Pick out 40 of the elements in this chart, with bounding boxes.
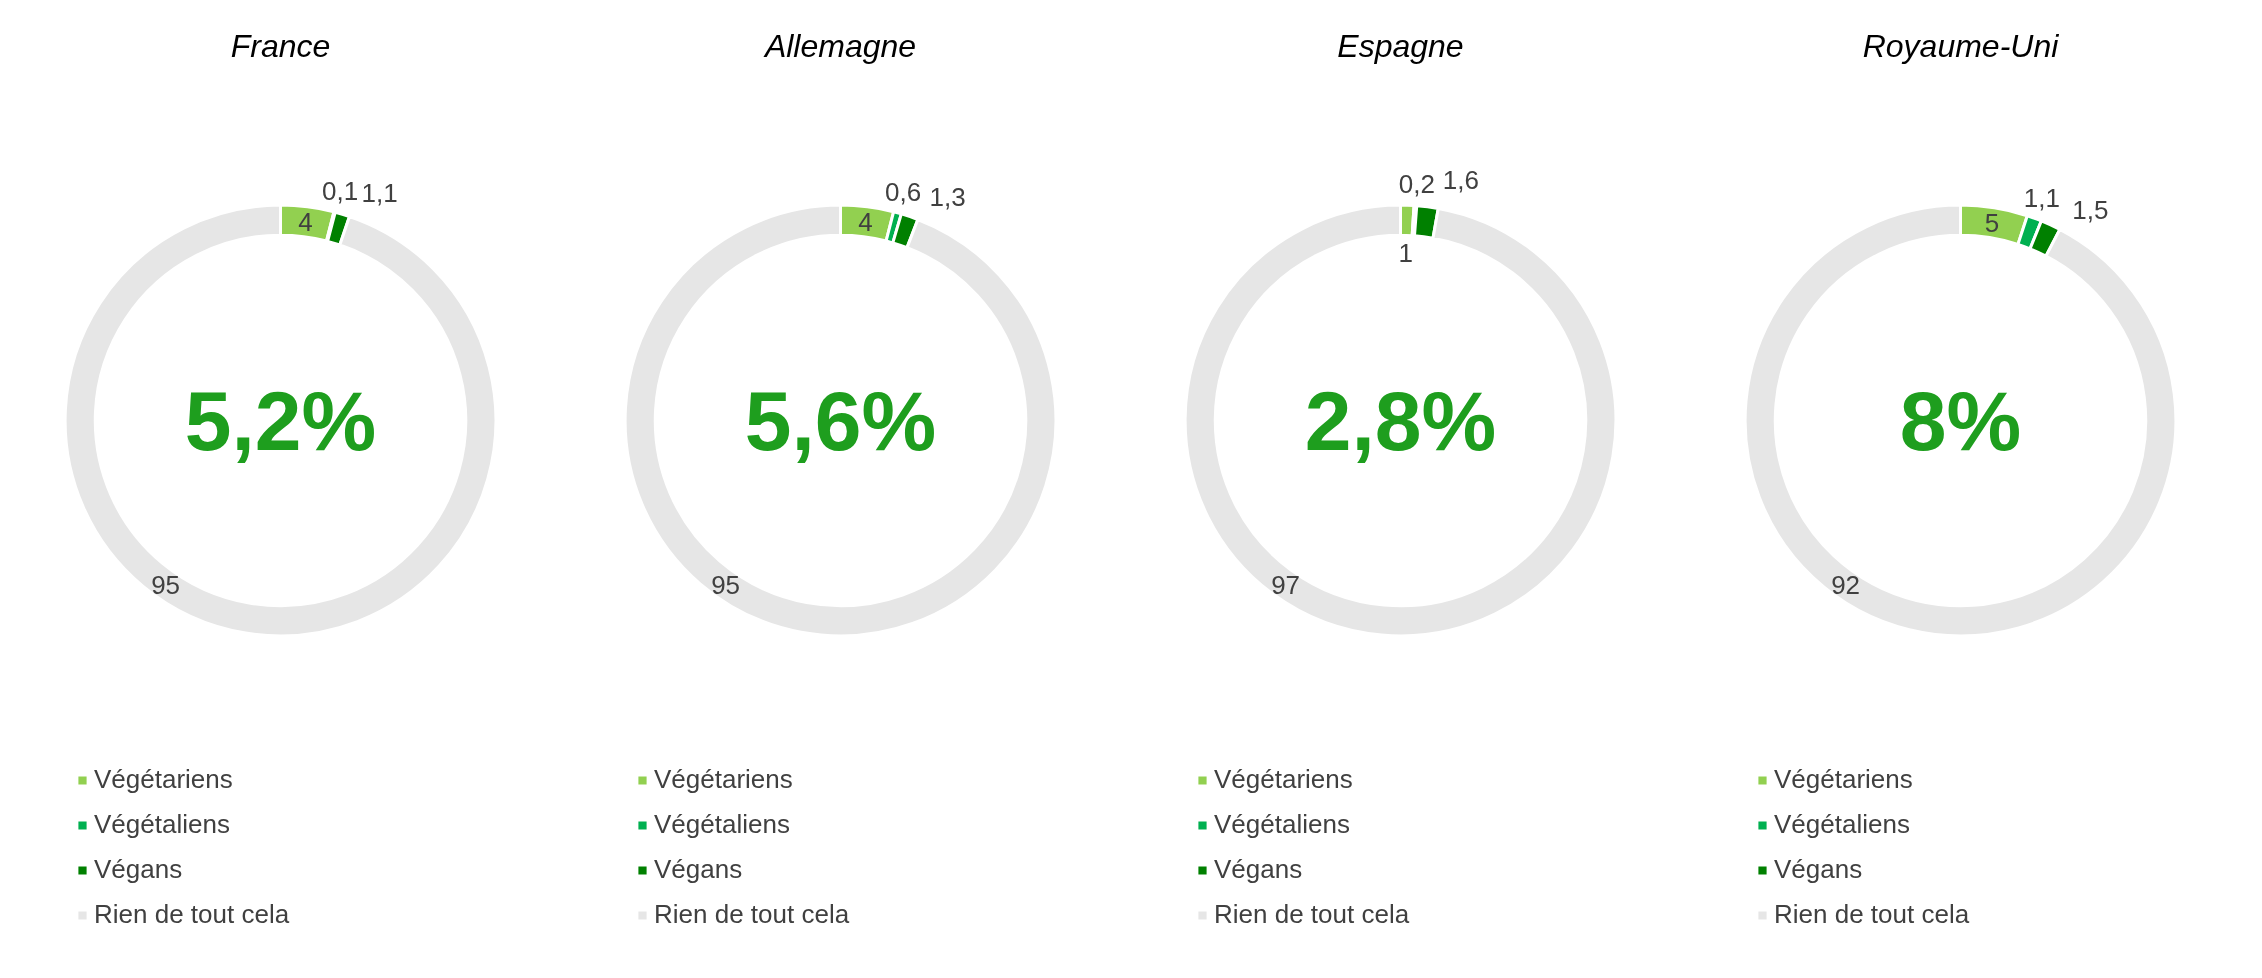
legend-label: Végans [1774,854,1863,885]
legend-label: Rien de tout cela [94,899,290,930]
text: 8% [1899,373,2022,468]
text: 5,2% [184,373,377,468]
legend-label: Rien de tout cela [1214,899,1410,930]
legend-label: Végans [654,854,743,885]
legend-label: Végétaliens [1774,809,1910,840]
legend-label: Végans [94,854,183,885]
data-label: 95 [711,569,741,600]
legend-label: Végétariens [94,764,233,795]
legend-label: Végétariens [1774,764,1913,795]
legend-label: Végétaliens [1214,809,1350,840]
text: 5,6% [744,373,937,468]
legend-label: Végétariens [1214,764,1353,795]
data-label: 97 [1271,569,1301,600]
data-label: 1,1 [2023,182,2060,213]
data-label: 1,6 [1442,165,1479,196]
data-label: 0,1 [321,176,359,207]
chart-title: Espagne [1337,27,1464,64]
text: 2,8% [1304,373,1497,468]
chart-title: Royaume-Uni [1862,27,2060,64]
chart-title: Allemagne [762,27,917,64]
legend-label: Végétaliens [654,809,790,840]
legend-label: Végétariens [654,764,793,795]
data-label: 1 [1398,237,1414,268]
legend-label: Rien de tout cela [654,899,850,930]
data-label: 1,5 [2072,194,2109,225]
data-label: 0,2 [1398,169,1435,200]
data-label: 4 [298,206,313,237]
data-label: 0,6 [885,177,922,208]
legend-label: Végétaliens [94,809,230,840]
data-label: 1,1 [361,178,398,209]
chart-title: France [230,27,331,64]
data-label: 4 [858,206,873,237]
legend-label: Rien de tout cela [1774,899,1970,930]
data-label: 92 [1831,569,1861,600]
data-label: 5 [1984,207,2000,238]
data-label: 1,3 [929,182,966,213]
data-label: 95 [151,569,181,600]
legend-label: Végans [1214,854,1303,885]
